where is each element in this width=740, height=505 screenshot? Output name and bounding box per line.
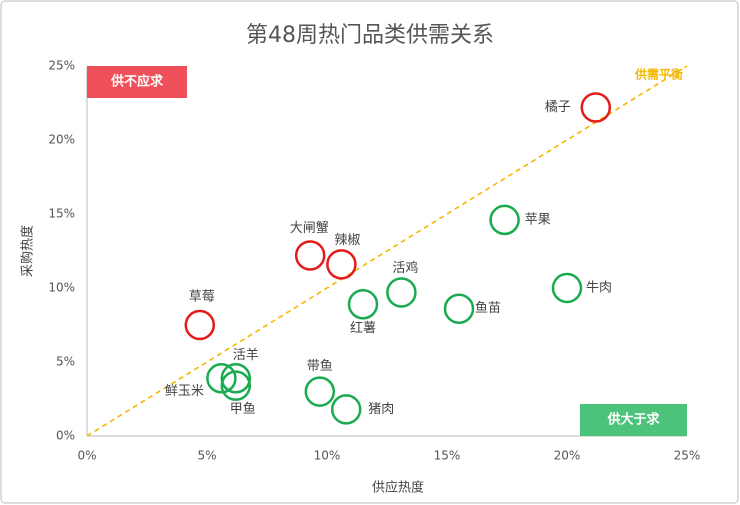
point-label: 苹果 <box>525 212 551 227</box>
point-label: 红薯 <box>350 320 376 336</box>
y-tick-label: 10% <box>48 281 75 295</box>
legend-label: 供不应求 <box>110 74 164 90</box>
chart-title: 第48周热门品类供需关系 <box>246 23 494 48</box>
point <box>330 394 362 425</box>
x-tick-label: 5% <box>197 449 216 463</box>
point-label: 牛肉 <box>586 281 612 296</box>
balance-label: 供需平衡 <box>634 67 683 82</box>
point <box>443 293 475 324</box>
point-label: 鱼苗 <box>475 300 501 316</box>
point-label: 大闸蟹 <box>290 221 329 236</box>
point <box>326 249 357 280</box>
point-label: 活鸡 <box>392 260 418 276</box>
y-tick-label: 20% <box>48 133 75 147</box>
point-label: 草莓 <box>189 290 215 305</box>
point <box>304 376 336 407</box>
point <box>184 309 216 341</box>
point-label: 橘子 <box>545 99 571 115</box>
point <box>206 363 237 394</box>
point-label: 鲜玉米 <box>165 384 204 399</box>
point-label: 猪肉 <box>368 402 394 417</box>
y-tick-label: 5% <box>56 355 75 369</box>
point <box>220 363 252 394</box>
x-axis-label: 供应热度 <box>372 480 424 496</box>
point <box>580 92 612 123</box>
y-tick-label: 25% <box>48 59 75 73</box>
point <box>386 277 417 308</box>
point-label: 带鱼 <box>307 358 333 374</box>
balance-line <box>86 65 688 437</box>
point-label: 辣椒 <box>334 233 360 248</box>
y-tick-label: 15% <box>48 207 75 221</box>
point <box>347 289 379 320</box>
point-label: 活羊 <box>233 347 259 363</box>
legend-label: 供大于求 <box>606 412 660 428</box>
y-tick-label: 0% <box>56 429 75 443</box>
point <box>489 204 520 236</box>
legend-box <box>580 404 687 436</box>
x-tick-label: 10% <box>314 449 341 463</box>
x-tick-label: 25% <box>674 449 701 463</box>
x-tick-label: 20% <box>554 449 581 463</box>
point <box>220 370 252 401</box>
point <box>294 240 326 271</box>
legend-box <box>87 66 187 98</box>
point <box>551 272 583 304</box>
x-tick-label: 15% <box>434 449 461 463</box>
x-tick-label: 0% <box>77 449 96 463</box>
y-axis-label: 采购热度 <box>20 225 36 277</box>
point-label: 甲鱼 <box>230 401 256 417</box>
